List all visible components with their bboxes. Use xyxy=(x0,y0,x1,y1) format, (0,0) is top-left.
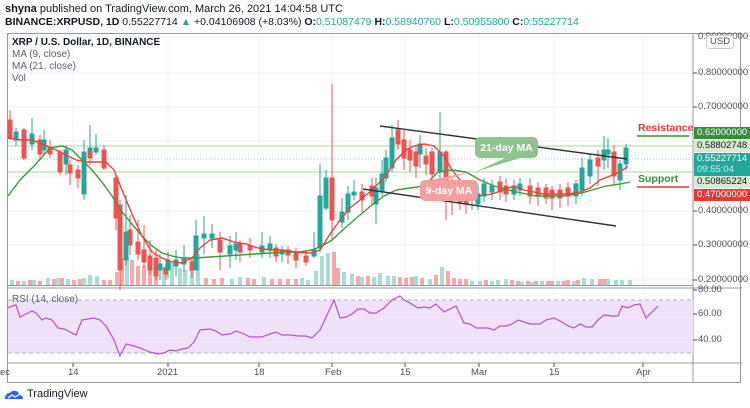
tradingview-logo-icon xyxy=(5,390,23,399)
legend-ma9[interactable]: MA (9, close) xyxy=(12,49,71,60)
volume-bars xyxy=(8,252,693,286)
rsi-tick-60: 60.00 xyxy=(698,308,722,319)
ma21-price-tag: 0.58802748 xyxy=(694,140,750,152)
close-value: 0.55227714 xyxy=(523,16,579,28)
time-tick-18: 18 xyxy=(254,367,265,378)
tradingview-logo[interactable]: TradingView xyxy=(4,388,88,400)
last-price-value: 0.55227714 xyxy=(697,153,748,164)
low-value: 0.50955800 xyxy=(453,16,510,28)
publisher-name: shyna xyxy=(5,3,37,15)
publish-info: shyna published on TradingView.com, Marc… xyxy=(5,3,343,15)
resistance-label: Resistance xyxy=(638,122,694,134)
price-tick-0.7: 0.70000000 xyxy=(698,101,749,112)
rsi-tick-40: 40.00 xyxy=(698,334,722,345)
time-tick-feb: Feb xyxy=(325,367,342,378)
support-price-tag: 0.47000000 xyxy=(694,189,750,201)
resistance-price-tag: 0.62000000 xyxy=(694,127,750,139)
published-text: published on TradingView.com, March 26, … xyxy=(39,3,343,15)
time-tick-14: 14 xyxy=(68,367,79,378)
high-value: 0.58940760 xyxy=(385,16,442,28)
time-tick-mar: Mar xyxy=(471,367,488,378)
tradingview-logo-text: TradingView xyxy=(27,388,88,400)
support-label: Support xyxy=(638,173,679,185)
open-label: O: xyxy=(304,16,317,28)
time-tick-2021: 2021 xyxy=(157,367,179,378)
open-value: 0.51087479 xyxy=(316,16,372,28)
price-tick-0.8: 0.80000000 xyxy=(698,67,749,78)
chart-legend: XRP / U.S. Dollar, 1D, BINANCE MA (9, cl… xyxy=(12,37,160,85)
price-change: +0.04106908 (+8.03%) xyxy=(194,16,302,28)
currency-button[interactable]: USD xyxy=(706,35,735,49)
ma21-line xyxy=(7,145,631,259)
symbol: BINANCE:XRPUSD, 1D xyxy=(5,16,120,28)
price-tick-0.4: 0.40000000 xyxy=(698,205,749,216)
legend-title: XRP / U.S. Dollar, 1D, BINANCE xyxy=(12,37,161,48)
channel-lower xyxy=(362,188,617,227)
chart-frame[interactable] xyxy=(7,33,741,383)
rsi-tick-80: 80.00 xyxy=(698,284,722,295)
candles xyxy=(7,84,629,290)
price-tick-0.3: 0.30000000 xyxy=(698,239,749,250)
legend-vol[interactable]: Vol xyxy=(12,73,26,84)
last-price-tag: 0.55227714 09:55:04 xyxy=(694,153,750,176)
time-tick-dec: ec xyxy=(0,367,11,378)
close-label: C: xyxy=(512,16,524,28)
last-price: 0.55227714 xyxy=(122,16,178,28)
time-tick-apr: Apr xyxy=(636,367,651,378)
bar-countdown: 09:55:04 xyxy=(697,164,734,175)
legend-ma21[interactable]: MA (21, close) xyxy=(12,61,76,72)
up-arrow-icon: ▲ xyxy=(180,16,192,28)
time-tick-15-feb: 15 xyxy=(400,367,411,378)
high-label: H: xyxy=(374,16,386,28)
ma21-callout: 21-day MA xyxy=(475,137,538,158)
ma9-callout: 9-day MA xyxy=(420,180,478,201)
price-tick-0.2: 0.20000000 xyxy=(698,274,749,285)
rsi-line xyxy=(7,295,659,358)
rsi-legend[interactable]: RSI (14, close) xyxy=(12,294,79,305)
ma9-price-tag: 0.50865224 xyxy=(694,176,750,188)
ohlc-header: BINANCE:XRPUSD, 1D 0.55227714 ▲ +0.04106… xyxy=(5,16,579,28)
ma9-line xyxy=(7,137,629,264)
time-tick-15-mar: 15 xyxy=(549,367,560,378)
low-label: L: xyxy=(443,16,454,28)
